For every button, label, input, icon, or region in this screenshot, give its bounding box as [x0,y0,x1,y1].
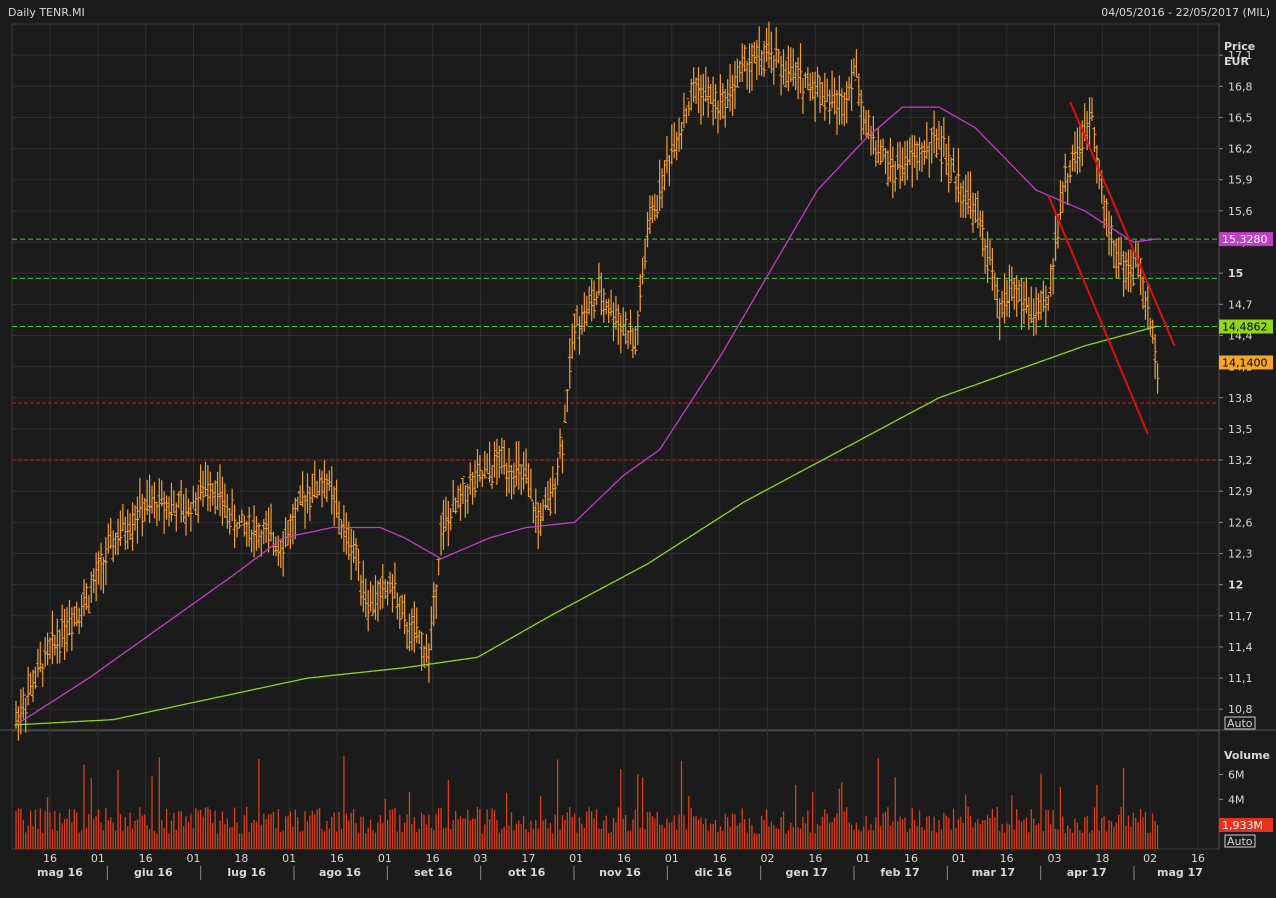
day-tick-label: 01 [187,852,201,865]
price-auto-button[interactable]: Auto [1224,716,1256,730]
day-tick-label: 18 [1095,852,1109,865]
price-tick-label: 10,8 [1228,703,1253,716]
price-tick-label: 13,5 [1228,423,1253,436]
price-badge-label: 14,4862 [1222,321,1268,334]
price-tick-label: 13,8 [1228,392,1253,405]
day-tick-label: 17 [521,852,535,865]
price-badge-label: 15,3280 [1222,233,1268,246]
day-tick-label: 02 [761,852,775,865]
volume-label: Volume [1224,749,1270,762]
day-tick-label: 16 [713,852,727,865]
trend-lines [1047,101,1176,435]
day-tick-label: 01 [569,852,583,865]
price-tick-label: 16,2 [1228,143,1253,156]
day-tick-label: 16 [43,852,57,865]
volume-badge-label: 1,933M [1222,819,1263,832]
day-tick-label: 01 [665,852,679,865]
price-tick-label: 15 [1228,267,1243,280]
month-label: ott 16 [508,866,546,879]
day-tick-label: 01 [952,852,966,865]
day-tick-label: 16 [139,852,153,865]
price-badge-label: 14,1400 [1222,356,1268,369]
moving-average-short [15,106,1158,726]
moving-averages [15,106,1158,726]
month-label: feb 17 [880,866,919,879]
moving-average-long [15,325,1158,726]
month-label: giu 16 [134,866,173,879]
month-label: set 16 [414,866,453,879]
day-tick-label: 01 [91,852,105,865]
price-tick-label: 14,7 [1228,298,1253,311]
grid-lines [12,24,1219,849]
date-axis: 16 01 16 01 18 01 16 01 16 03 17 01 16 01 16 02 16 01 16 01… [37,852,1205,880]
date-range: 04/05/2016 - 22/05/2017 (MIL) [1101,6,1270,19]
month-label: nov 16 [599,866,641,879]
price-tick-label: 12,3 [1228,548,1253,561]
trend-line [1047,194,1149,435]
price-tick-label: 16,8 [1228,80,1253,93]
month-label: apr 17 [1067,866,1107,879]
price-bars [14,21,1160,741]
day-tick-label: 16 [1191,852,1205,865]
price-label: Price [1224,40,1255,53]
volume-auto-label: Auto [1227,835,1253,848]
trend-line [1069,101,1176,347]
price-badge [1219,319,1273,334]
day-tick-label: 16 [1000,852,1014,865]
price-tick-label: 16,5 [1228,111,1253,124]
day-tick-label: 16 [617,852,631,865]
price-badges: 15,3280 14,4862 14,1400 1,933M [1219,232,1273,832]
day-tick-label: 16 [904,852,918,865]
price-tick-label: 12,6 [1228,516,1253,529]
volume-bars: 6M 4M [15,756,1245,849]
price-badge [1219,232,1273,247]
month-label: lug 16 [227,866,266,879]
day-tick-label: 16 [330,852,344,865]
volume-tick-label: 4M [1228,793,1245,806]
chart-title: Daily TENR.MI [8,6,85,19]
price-tick-label: 11,7 [1228,610,1253,623]
volume-badge [1219,817,1273,832]
month-label: mag 16 [37,866,83,879]
price-badge [1219,355,1273,370]
price-tick-label: 13,2 [1228,454,1253,467]
day-tick-label: 16 [426,852,440,865]
volume-tick-label: 6M [1228,768,1245,781]
price-tick-label: 12 [1228,579,1243,592]
price-tick-label: 17,1 [1228,49,1253,62]
month-label: ago 16 [319,866,361,879]
price-auto-label: Auto [1227,717,1253,730]
month-label: dic 16 [695,866,733,879]
month-label: gen 17 [786,866,828,879]
day-tick-label: 03 [474,852,488,865]
month-label: mar 17 [972,866,1015,879]
day-tick-label: 01 [378,852,392,865]
price-tick-label: 11,1 [1228,672,1253,685]
price-tick-label: 12,9 [1228,485,1253,498]
price-tick-label: 15,9 [1228,174,1253,187]
day-tick-label: 03 [1048,852,1062,865]
volume-auto-button[interactable]: Auto [1224,834,1256,848]
month-label: mag 17 [1157,866,1203,879]
day-tick-label: 01 [282,852,296,865]
price-tick-label: 11,4 [1228,641,1253,654]
day-tick-label: 18 [234,852,248,865]
day-tick-label: 02 [1143,852,1157,865]
price-tick-label: 15,6 [1228,205,1253,218]
day-tick-label: 16 [808,852,822,865]
currency-label: EUR [1224,55,1249,68]
day-tick-label: 01 [856,852,870,865]
